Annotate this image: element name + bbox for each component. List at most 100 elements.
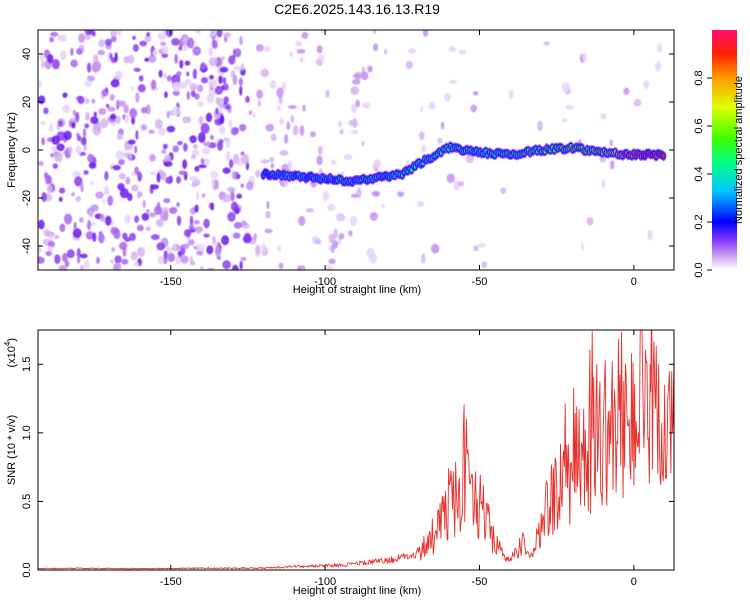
spectrogram-speckle — [135, 92, 140, 103]
spectrogram-speckle — [116, 99, 120, 110]
colorbar-gradient — [712, 30, 737, 270]
spectrogram-speckle — [623, 87, 630, 95]
spectrogram-speckle — [198, 132, 206, 143]
spectrogram-speckle — [179, 59, 184, 69]
spectrogram-speckle — [157, 255, 165, 265]
spectrogram-speckle — [221, 235, 230, 246]
spectrogram-speckle — [373, 43, 379, 52]
spectrogram-speckle — [367, 65, 373, 73]
spectrogram-speckle — [76, 255, 81, 264]
spectrogram-speckle — [214, 246, 221, 258]
spectrogram-speckle — [90, 204, 99, 212]
spectrogram-speckle — [64, 260, 70, 268]
spectrogram-speckle — [205, 112, 213, 123]
spectrogram-speckle — [56, 143, 65, 152]
spectrogram-speckle — [155, 218, 164, 228]
colorbar: 0.0 0.2 0.4 0.6 0.8 Normalized spectral ampl… — [693, 30, 745, 278]
spectrogram-speckle — [184, 60, 191, 66]
spectrogram-speckle — [417, 200, 425, 208]
spectrogram-speckle — [49, 36, 54, 43]
spectrogram-speckle — [52, 163, 58, 169]
ridge-core — [662, 153, 665, 159]
spectrogram-speckle — [562, 117, 568, 123]
snr-x-tick-label: 0 — [631, 576, 637, 588]
spectrogram-speckle — [111, 247, 115, 252]
spectrogram-speckle — [270, 133, 277, 142]
spectrogram-speckle — [38, 79, 42, 88]
spectrogram-speckle — [356, 187, 362, 198]
spectrogram-speckle — [322, 190, 330, 202]
spectrogram-y-axis-title: Frequency (Hz) — [6, 112, 18, 188]
spectrogram-speckle — [350, 129, 359, 135]
spectrogram-panel: -150 -100 -50 0 -40 -20 0 20 40 Height of strai… — [6, 29, 675, 296]
spectrogram-speckle — [167, 252, 175, 262]
snr-x-tick-label: -150 — [160, 576, 182, 588]
spectrogram-speckle — [317, 145, 323, 155]
spectrogram-speckle — [110, 35, 117, 43]
spectrogram-y-ticks: -40 -20 0 20 40 — [21, 48, 674, 254]
spectrogram-speckle — [112, 164, 121, 171]
spectrogram-speckle — [113, 228, 121, 240]
spectrogram-speckle — [87, 153, 95, 163]
spectrogram-speckle — [41, 192, 47, 202]
spectrogram-speckle — [189, 135, 197, 144]
spectrogram-speckle — [264, 228, 273, 234]
spectrogram-speckle — [248, 110, 253, 116]
spectrogram-speckle — [228, 159, 234, 169]
spectrogram-speckle — [239, 260, 243, 270]
spectrogram-speckle — [93, 111, 97, 117]
spectrogram-speckle — [298, 216, 306, 227]
spectrogram-speckle — [369, 211, 378, 221]
spectrogram-speckle — [437, 137, 443, 144]
spectrogram-speckle — [71, 192, 75, 197]
spectrogram-speckle — [245, 181, 254, 191]
spectrogram-speckle — [219, 66, 229, 73]
spectrogram-speckle — [92, 124, 102, 136]
spectrogram-speckle — [337, 119, 342, 128]
spectrogram-speckle — [458, 49, 467, 56]
spectrogram-speckle — [337, 237, 342, 245]
spectrogram-speckle — [240, 67, 246, 76]
spectrogram-noise — [38, 30, 663, 270]
spectrogram-speckle — [200, 122, 210, 134]
spectrogram-speckle — [149, 212, 157, 218]
spectrogram-speckle — [230, 127, 238, 136]
spectrogram-speckle — [109, 52, 113, 60]
spectrogram-speckle — [203, 141, 211, 147]
spectrogram-speckle — [276, 87, 284, 98]
spectrogram-speckle — [599, 156, 607, 163]
spectrogram-speckle — [481, 261, 487, 269]
spectrogram-speckle — [178, 170, 187, 176]
spectrogram-speckle — [196, 191, 200, 202]
spectrogram-speckle — [163, 161, 173, 167]
spectrogram-speckle — [58, 264, 68, 270]
spectrogram-speckle — [179, 81, 188, 89]
spectrogram-speckle — [59, 187, 66, 194]
spectrogram-speckle — [165, 30, 174, 38]
spectrogram-speckle — [141, 212, 150, 221]
spectrogram-speckle — [233, 65, 243, 71]
spectrogram-speckle — [230, 201, 239, 212]
spectrogram-speckle — [126, 193, 133, 202]
spectrogram-speckle — [301, 31, 309, 39]
spectrogram-speckle — [276, 105, 282, 112]
spectrogram-speckle — [200, 158, 205, 165]
spectrogram-speckle — [203, 158, 211, 167]
spectrogram-speckle — [194, 165, 200, 172]
spectrogram-speckle — [222, 167, 231, 174]
spectrogram-speckle — [418, 131, 425, 141]
spectrogram-speckle — [196, 226, 201, 235]
spectrogram-speckle — [265, 210, 271, 219]
spectrogram-speckle — [38, 256, 45, 264]
spectrogram-x-tick-label: -100 — [314, 276, 336, 288]
spectrogram-speckle — [128, 232, 137, 242]
spectrogram-speckle — [183, 142, 188, 152]
spectrogram-speckle — [74, 176, 83, 187]
spectrogram-speckle — [543, 41, 550, 46]
spectrogram-speckle — [211, 241, 218, 247]
spectrogram-speckle — [46, 245, 54, 253]
spectrogram-speckle — [78, 216, 84, 223]
spectrogram-speckle — [122, 247, 127, 257]
spectrogram-speckle — [633, 98, 642, 107]
spectrogram-speckle — [128, 54, 135, 64]
